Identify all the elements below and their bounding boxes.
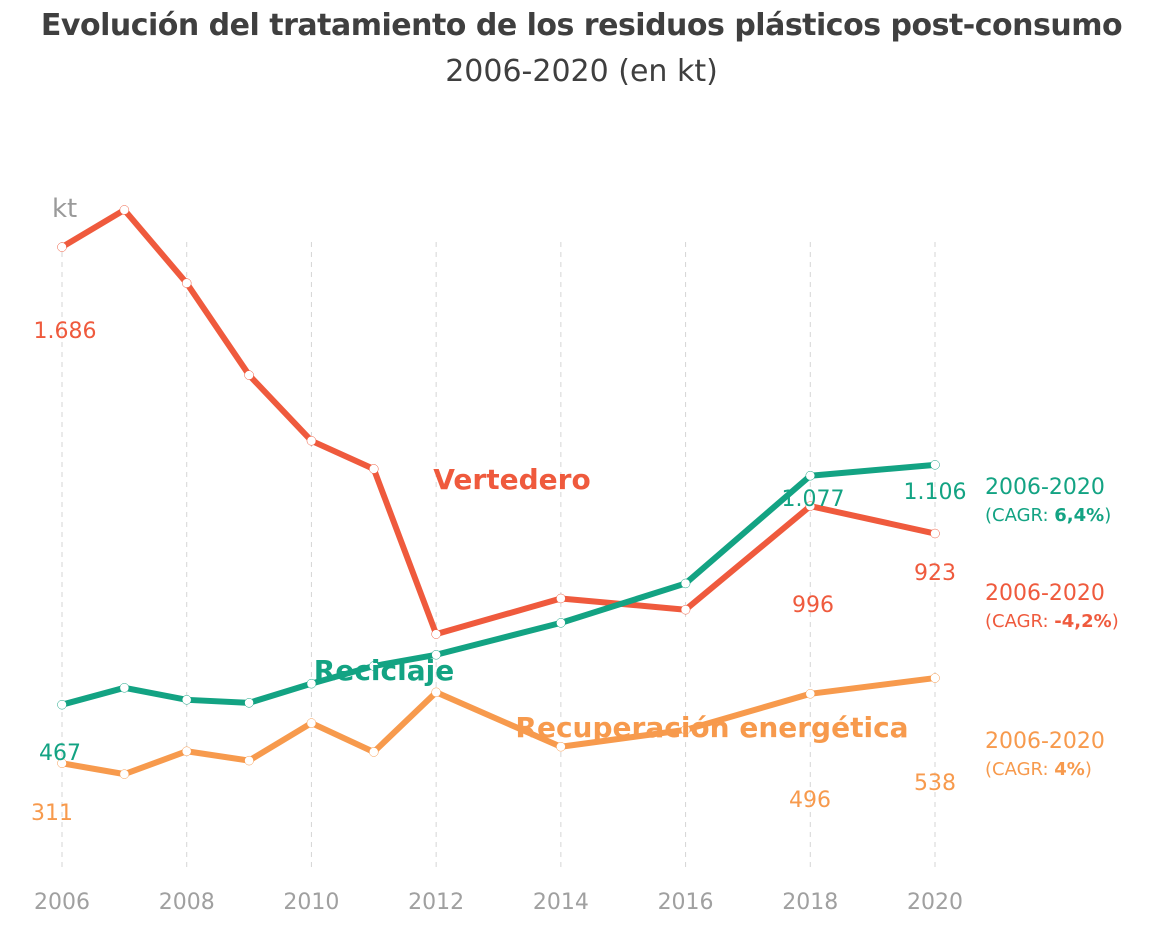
x-tick-2020: 2020 (907, 890, 963, 915)
series-2-value-label-2018: 496 (789, 788, 831, 813)
series-2-value-label-2006: 311 (31, 801, 73, 826)
series-1-point-2011 (369, 661, 379, 671)
series-0-cagr-value: (CAGR: -4,2%) (985, 611, 1119, 632)
x-tick-2012: 2012 (408, 890, 464, 915)
series-2-point-2020 (930, 673, 940, 683)
series-1-value-label-2020: 1.106 (904, 480, 967, 505)
series-2-cagr-value: (CAGR: 4%) (985, 759, 1092, 780)
series-1-cagr-value: (CAGR: 6,4%) (985, 505, 1111, 526)
series-2-point-2014 (556, 741, 566, 752)
series-2-point-2012 (431, 687, 441, 698)
series-2-cagr-period: 2006-2020 (985, 729, 1105, 754)
series-2-point-2010 (306, 718, 317, 728)
series-2-point-2018 (805, 689, 816, 699)
series-2-name-label: Recuperación energética (515, 711, 908, 744)
x-tick-2018: 2018 (782, 890, 838, 915)
series-0-point-2016 (680, 604, 691, 615)
series-0-point-2010 (306, 436, 317, 446)
series-0-point-2006 (57, 242, 67, 252)
series-1-value-label-2018: 1.077 (782, 487, 845, 512)
x-tick-2014: 2014 (533, 890, 589, 915)
x-tick-2006: 2006 (34, 890, 90, 915)
x-axis-ticks: 2006 2008 2010 2012 2014 2016 2018 2020 (34, 890, 963, 915)
series-2-point-2011 (369, 747, 379, 757)
series-0-value-label-2006: 1.686 (34, 319, 97, 344)
series-0-point-2014 (556, 593, 566, 604)
chart-title: Evolución del tratamiento de los residuo… (40, 8, 1123, 43)
series-2-point-2008 (181, 746, 192, 756)
series-1-point-2014 (556, 618, 566, 628)
series-1-point-2006 (57, 699, 67, 710)
series-1-cagr-period: 2006-2020 (985, 475, 1105, 500)
x-tick-2016: 2016 (658, 890, 714, 915)
series-2-point-2007 (119, 769, 130, 779)
series-0-point-2018 (805, 501, 816, 511)
series-0-cagr-period: 2006-2020 (985, 581, 1105, 606)
series-lines (57, 205, 940, 779)
series-1-point-2018 (805, 470, 816, 481)
series-1-point-2020 (930, 460, 940, 470)
series-1-point-2009 (244, 698, 254, 708)
series-1-point-2010 (306, 678, 317, 689)
series-1-point-2016 (680, 578, 691, 589)
series-0-value-label-2020: 923 (914, 561, 956, 586)
series-0-point-2008 (181, 278, 192, 288)
series-1-point-2008 (181, 695, 192, 705)
chart-subtitle: 2006-2020 (en kt) (445, 54, 718, 89)
series-2-point-2016 (680, 725, 691, 735)
series-0-point-2007 (119, 205, 130, 215)
series-1-name-label: Reciclaje (314, 654, 454, 687)
series-1-point-2012 (431, 650, 441, 660)
x-tick-2008: 2008 (159, 890, 215, 915)
series-0-point-2020 (930, 528, 940, 539)
series-2-point-2009 (244, 755, 254, 766)
series-0-point-2009 (244, 370, 254, 380)
series-2-value-label-2020: 538 (914, 771, 956, 796)
series-1-value-label-2006: 467 (39, 741, 81, 766)
series-0-point-2011 (369, 464, 379, 474)
series-2-point-2006 (57, 758, 67, 769)
data-labels: Vertedero 1.686 996 923 2006-2020 (CAGR: -4,2… (31, 319, 1119, 826)
x-tick-2010: 2010 (283, 890, 339, 915)
series-1-point-2007 (119, 683, 130, 693)
series-0-line (59, 206, 938, 638)
series-0-name-label: Vertedero (433, 463, 590, 496)
series-0-value-label-2018: 996 (792, 593, 834, 618)
y-axis-label: kt (52, 194, 77, 224)
grid-lines (61, 242, 936, 872)
series-0-point-2012 (431, 629, 441, 639)
